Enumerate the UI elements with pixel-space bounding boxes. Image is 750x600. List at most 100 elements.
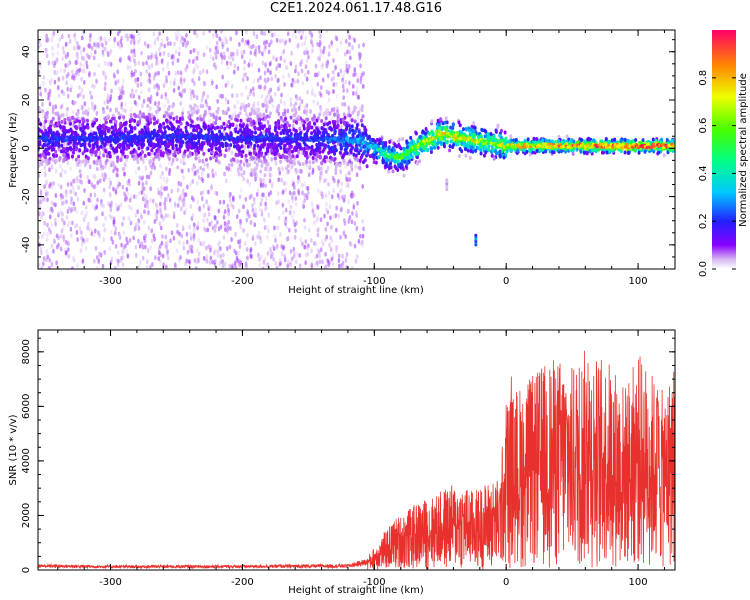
spectrogram-noise-cell: [137, 94, 141, 100]
spectrogram-noise-cell: [155, 91, 159, 97]
spectrogram-noise-cell: [116, 158, 120, 164]
spectrogram-cell: [234, 127, 238, 132]
spectrogram-noise-cell: [274, 74, 277, 79]
spectrogram-cell: [215, 110, 219, 115]
spectrogram-noise-cell: [354, 258, 358, 264]
spectrogram-noise-cell: [176, 70, 180, 75]
spectrogram-noise-cell: [57, 93, 61, 99]
spectrogram-noise-cell: [150, 238, 154, 244]
spectrogram-cell: [458, 123, 462, 128]
spectrogram-noise-cell: [268, 42, 271, 48]
spectrogram-cell: [54, 111, 58, 116]
spectrogram-noise-cell: [266, 67, 270, 73]
spectrogram-noise-cell: [192, 109, 196, 115]
spectrogram-noise-cell: [200, 176, 204, 182]
spectrogram-cell: [266, 114, 270, 119]
spectrogram-noise-cell: [217, 248, 220, 254]
spectrogram-noise-cell: [284, 218, 288, 224]
spectrogram-noise-cell: [190, 89, 194, 95]
spectrogram-noise-cell: [258, 256, 261, 262]
spectrogram-cell: [503, 130, 507, 135]
spectrogram-noise-cell: [265, 108, 268, 114]
spectrogram-cell: [436, 145, 440, 150]
spectrogram-noise-cell: [50, 222, 54, 228]
spectrogram-noise-cell: [47, 95, 50, 101]
spectrogram-noise-cell: [339, 68, 343, 74]
spectrogram-cell: [339, 117, 343, 122]
spectrogram-cell: [69, 121, 73, 126]
spectrogram-cell: [201, 167, 205, 172]
spectrogram-noise-cell: [90, 45, 94, 51]
spectrogram-noise-cell: [356, 72, 359, 78]
spectrogram-noise-cell: [328, 242, 331, 248]
spectrogram-noise-cell: [123, 191, 126, 197]
spectrogram-noise-cell: [320, 166, 323, 172]
spectrogram-noise-cell: [239, 238, 242, 244]
spectrogram-noise-cell: [114, 188, 118, 193]
spectrogram-cell: [195, 128, 199, 133]
spectrogram-noise-cell: [125, 186, 129, 192]
spectrogram-noise-cell: [245, 217, 249, 223]
spectrogram-noise-cell: [158, 201, 162, 207]
spectrogram-noise-cell: [103, 36, 106, 42]
spectrogram-noise-cell: [251, 234, 255, 239]
spectrogram-noise-cell: [125, 236, 128, 242]
spectrogram-noise-cell: [282, 189, 285, 195]
spectrogram-cell: [52, 147, 56, 152]
spectrogram-noise-cell: [218, 240, 221, 245]
spectrogram-noise-cell: [178, 231, 181, 237]
spectrogram-noise-cell: [83, 79, 86, 85]
spectrogram-cell: [294, 120, 298, 125]
spectrogram-noise-cell: [142, 235, 146, 241]
spectrogram-noise-cell: [316, 41, 319, 47]
spectrogram-noise-cell: [138, 190, 141, 196]
spectrogram-noise-cell: [246, 178, 249, 184]
spectrogram-noise-cell: [355, 172, 359, 178]
spectrogram-noise-cell: [40, 234, 44, 239]
spectrogram-noise-cell: [104, 164, 107, 169]
spectrogram-noise-cell: [147, 210, 150, 216]
spectrogram-noise-cell: [120, 101, 124, 107]
spectrogram-noise-cell: [231, 56, 235, 62]
spectrogram-noise-cell: [80, 35, 84, 41]
spectrogram-noise-cell: [80, 88, 84, 93]
spectrogram-noise-cell: [269, 248, 273, 254]
spectrogram-noise-cell: [344, 255, 348, 261]
spectrogram-noise-cell: [102, 237, 106, 242]
spectrogram-cell: [201, 104, 205, 109]
spectrogram-noise-cell: [219, 253, 223, 259]
spectrogram-noise-cell: [116, 167, 119, 173]
spectrogram-noise-cell: [189, 204, 193, 209]
spectrogram-noise-cell: [81, 68, 85, 74]
spectrogram-noise-cell: [149, 94, 153, 100]
spectrogram-noise-cell: [255, 211, 258, 217]
spectrogram-noise-cell: [307, 54, 310, 60]
spectrogram-noise-cell: [330, 107, 334, 113]
spectrogram-noise-cell: [188, 58, 191, 64]
spectrogram-noise-cell: [303, 244, 307, 250]
spectrogram-noise-cell: [277, 199, 280, 205]
spectrogram-noise-cell: [181, 88, 185, 93]
spectrogram-noise-cell: [355, 210, 358, 216]
spectrogram-noise-cell: [239, 259, 242, 265]
spectrogram-cell: [168, 149, 172, 154]
spectrogram-noise-cell: [244, 85, 248, 91]
spectrogram-noise-cell: [266, 119, 270, 125]
spectrogram-noise-cell: [155, 51, 158, 56]
spectrogram-cell: [97, 155, 101, 160]
spectrogram-noise-cell: [225, 119, 228, 125]
spectrogram-noise-cell: [335, 93, 339, 99]
spectrogram-noise-cell: [352, 205, 356, 210]
spectrogram-noise-cell: [250, 62, 254, 68]
spectrogram-cell: [143, 125, 147, 130]
spectrogram-noise-cell: [204, 227, 207, 233]
spectrogram-noise-cell: [341, 253, 344, 259]
spectrogram-cell: [487, 148, 491, 153]
spectrogram-cell: [255, 162, 259, 167]
spectrogram-cell: [105, 158, 109, 163]
spectrogram-noise-cell: [324, 227, 328, 232]
spectrogram-noise-cell: [239, 188, 243, 194]
spectrogram-noise-cell: [93, 192, 97, 198]
spectrogram-noise-cell: [282, 49, 286, 54]
